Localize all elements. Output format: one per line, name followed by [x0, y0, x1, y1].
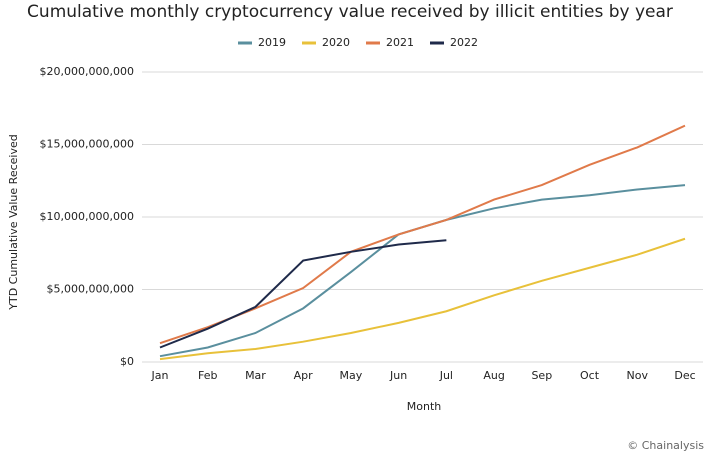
series-line — [159, 184, 686, 358]
y-tick-label: $20,000,000,000 — [40, 65, 134, 78]
y-tick-label: $5,000,000,000 — [47, 283, 134, 296]
series-line — [159, 124, 686, 345]
x-tick-label: Nov — [627, 369, 649, 382]
x-tick-label: Feb — [198, 369, 217, 382]
legend-label: 2022 — [450, 36, 478, 49]
x-tick-label: Apr — [294, 369, 314, 382]
x-tick-label: Jan — [151, 369, 169, 382]
x-tick-label: Sep — [531, 369, 552, 382]
legend-label: 2019 — [258, 36, 286, 49]
y-tick-label: $15,000,000,000 — [40, 138, 134, 151]
source: © Chainalysis — [627, 439, 704, 452]
y-tick-label: $0 — [120, 355, 134, 368]
x-tick-label: May — [340, 369, 363, 382]
series-line — [159, 239, 447, 349]
x-tick-label: Oct — [580, 369, 600, 382]
x-tick-label: Dec — [674, 369, 695, 382]
x-tick-label: Jul — [439, 369, 453, 382]
y-axis-label: YTD Cumulative Value Received — [7, 134, 20, 310]
legend-label: 2020 — [322, 36, 350, 49]
x-tick-label: Jun — [389, 369, 407, 382]
chart-title: Cumulative monthly cryptocurrency value … — [27, 2, 673, 22]
y-tick-label: $10,000,000,000 — [40, 210, 134, 223]
x-axis-label: Month — [407, 400, 442, 413]
legend-label: 2021 — [386, 36, 414, 49]
x-tick-label: Mar — [245, 369, 266, 382]
x-tick-label: Aug — [483, 369, 504, 382]
series-line — [159, 237, 686, 361]
